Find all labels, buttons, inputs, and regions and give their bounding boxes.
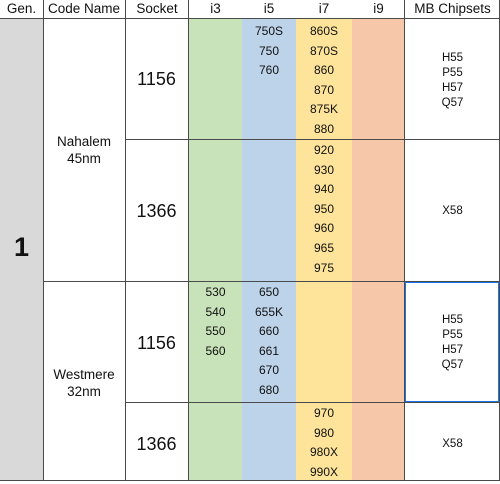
header-gen: Gen. bbox=[0, 0, 43, 18]
chipset-name: X58 bbox=[442, 438, 463, 450]
column-divider bbox=[125, 0, 126, 481]
i5-model-list[interactable]: 650 655K 660 661 670 680 bbox=[242, 283, 296, 401]
model-number: 970 bbox=[313, 406, 335, 420]
model-number: 975 bbox=[313, 260, 335, 275]
model-number: 661 bbox=[258, 343, 280, 358]
i3-column-background bbox=[189, 19, 242, 481]
chipset-list[interactable]: X58 bbox=[405, 437, 500, 452]
model-number: 875K bbox=[309, 102, 339, 117]
row-divider bbox=[125, 402, 500, 403]
model-number: 540 bbox=[205, 304, 226, 319]
chipset-name: H55 bbox=[441, 52, 464, 64]
column-divider bbox=[188, 0, 189, 481]
i7-column-background bbox=[296, 19, 352, 481]
group-divider bbox=[43, 281, 500, 282]
i9-column-background bbox=[352, 19, 405, 481]
generation-number: 1 bbox=[13, 232, 30, 262]
chipset-name: H57 bbox=[441, 82, 464, 94]
socket-cell[interactable]: 1156 bbox=[137, 69, 176, 89]
header-divider bbox=[0, 18, 500, 19]
model-number: 990X bbox=[309, 464, 339, 479]
model-number: 660 bbox=[258, 324, 280, 339]
model-number: 980 bbox=[313, 425, 335, 440]
socket-cell[interactable]: 1366 bbox=[136, 434, 177, 454]
model-number: 680 bbox=[258, 382, 280, 397]
model-number: 550 bbox=[205, 324, 226, 339]
model-number: 920 bbox=[313, 143, 335, 157]
chipset-name: P55 bbox=[442, 329, 463, 341]
socket-cell[interactable]: 1156 bbox=[137, 333, 176, 353]
chipset-list[interactable]: X58 bbox=[405, 204, 500, 219]
chipset-name: P55 bbox=[442, 67, 463, 79]
model-number: 530 bbox=[205, 285, 226, 299]
row-divider bbox=[125, 139, 500, 140]
model-number: 750S bbox=[254, 24, 284, 38]
header-i5: i5 bbox=[242, 0, 296, 18]
chipset-name: Q57 bbox=[441, 97, 464, 109]
model-number: 960 bbox=[313, 221, 335, 236]
chipset-name: X58 bbox=[442, 205, 463, 217]
model-number: 950 bbox=[313, 201, 335, 216]
i7-model-list[interactable]: 920 930 940 950 960 965 975 bbox=[296, 141, 352, 278]
i3-model-list[interactable]: 530 540 550 560 bbox=[189, 283, 242, 361]
socket-cell[interactable]: 1366 bbox=[136, 201, 177, 221]
i5-column-background bbox=[242, 19, 296, 481]
code-name-label: Westmere bbox=[53, 367, 115, 382]
model-number: 655K bbox=[254, 304, 284, 319]
header-socket: Socket bbox=[125, 0, 189, 18]
model-number: 750 bbox=[258, 43, 280, 58]
header-i3: i3 bbox=[189, 0, 242, 18]
model-number: 760 bbox=[258, 63, 280, 78]
code-name-westmere[interactable]: Westmere 32nm bbox=[43, 367, 125, 400]
model-number: 965 bbox=[313, 240, 335, 255]
header-mb-chipsets: MB Chipsets bbox=[405, 0, 500, 18]
i5-model-list[interactable]: 750S 750 760 bbox=[242, 22, 296, 81]
chipset-list[interactable]: H55 P55 H57 Q57 bbox=[405, 313, 500, 373]
model-number: 940 bbox=[313, 182, 335, 197]
chipset-name: H55 bbox=[441, 314, 464, 326]
model-number: 870 bbox=[313, 82, 335, 97]
chipset-name: Q57 bbox=[441, 359, 464, 371]
generation-cell[interactable] bbox=[0, 19, 43, 481]
model-number: 930 bbox=[313, 162, 335, 177]
cell-selection-highlight bbox=[405, 282, 499, 402]
model-number: 650 bbox=[258, 285, 280, 299]
column-divider bbox=[43, 0, 44, 481]
table-bottom-border bbox=[0, 480, 500, 481]
model-number: 870S bbox=[309, 43, 339, 58]
model-number: 670 bbox=[258, 363, 280, 378]
column-divider bbox=[404, 0, 405, 481]
chipset-name: H57 bbox=[441, 344, 464, 356]
code-name-nahalem[interactable]: Nahalem 45nm bbox=[43, 134, 125, 167]
header-i9: i9 bbox=[352, 0, 405, 18]
model-number: 860S bbox=[309, 24, 339, 38]
model-number: 980X bbox=[309, 445, 339, 460]
model-number: 560 bbox=[205, 343, 226, 358]
i7-model-list[interactable]: 860S 870S 860 870 875K 880 bbox=[296, 22, 352, 140]
i7-model-list[interactable]: 970 980 980X 990X bbox=[296, 404, 352, 482]
process-node-label: 32nm bbox=[67, 383, 101, 399]
chipset-list[interactable]: H55 P55 H57 Q57 bbox=[405, 51, 500, 111]
process-node-label: 45nm bbox=[67, 150, 101, 166]
model-number: 880 bbox=[313, 121, 335, 136]
code-name-label: Nahalem bbox=[56, 134, 112, 149]
header-i7: i7 bbox=[296, 0, 352, 18]
model-number: 860 bbox=[313, 63, 335, 78]
header-code-name: Code Name bbox=[43, 0, 125, 18]
